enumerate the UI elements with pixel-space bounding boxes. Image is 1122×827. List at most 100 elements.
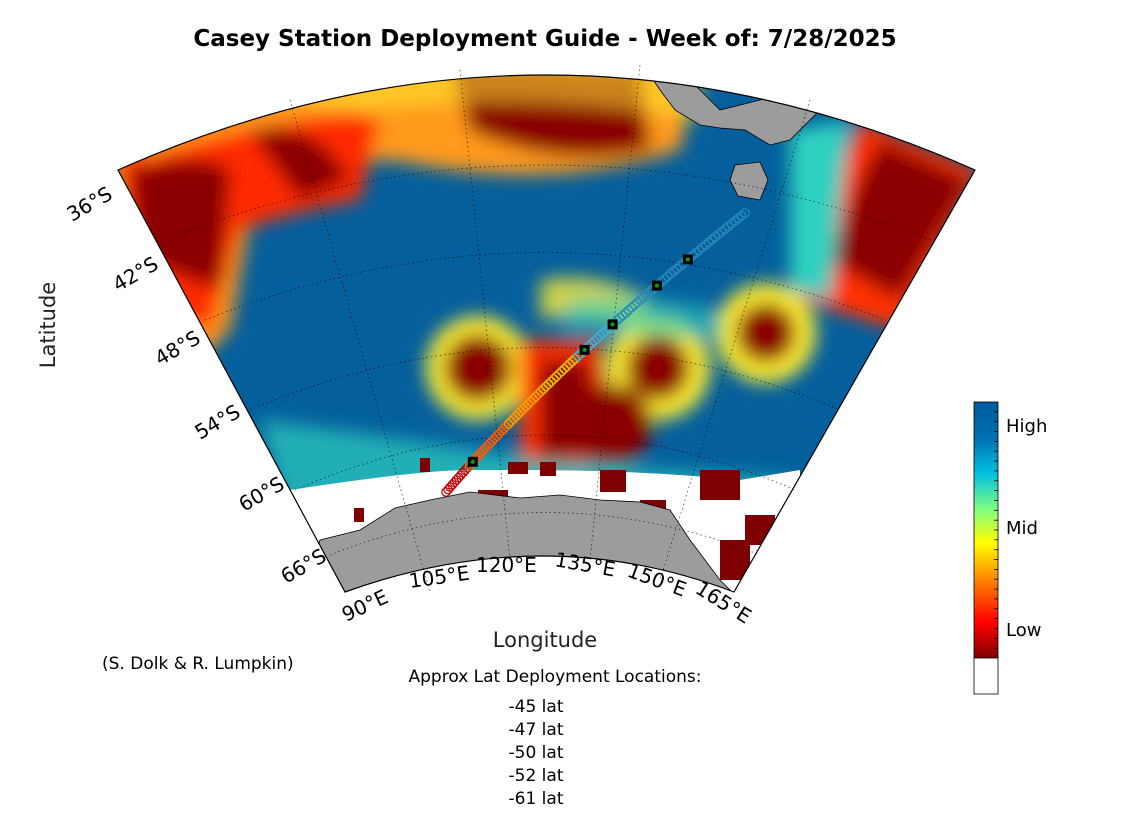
track-point: [513, 409, 524, 419]
track-point: [546, 376, 556, 387]
deployment-marker-center: [470, 459, 475, 464]
ship-track: [441, 208, 750, 497]
track-point: [535, 386, 546, 397]
track-point: [501, 421, 511, 432]
track-point: [564, 358, 575, 369]
deployment-marker-center: [685, 257, 690, 262]
deployment-title: Approx Lat Deployment Locations:: [408, 667, 702, 687]
track-point: [720, 224, 730, 234]
track-point: [691, 248, 701, 258]
track-point: [703, 237, 714, 248]
track-point: [597, 328, 608, 339]
track-point: [697, 242, 708, 253]
track-point: [511, 411, 521, 422]
track-point: [662, 271, 673, 282]
track-point: [629, 300, 640, 310]
track-point: [617, 310, 628, 321]
track-point: [586, 338, 597, 349]
colorbar-label-high: High: [1006, 416, 1048, 437]
track-point: [494, 428, 504, 439]
credit-text: (S. Dolk & R. Lumpkin): [102, 654, 294, 674]
tasmania-landmass: [729, 161, 769, 201]
track-point: [567, 356, 578, 367]
track-point: [716, 226, 727, 237]
lat-tick-48: 48°S: [151, 325, 205, 370]
track-point: [506, 416, 516, 427]
track-point: [668, 266, 679, 276]
track-point: [694, 245, 704, 255]
track-point: [530, 391, 541, 402]
track-point: [635, 295, 646, 305]
track-point: [707, 234, 717, 245]
track-point: [623, 305, 634, 315]
track-point: [740, 208, 750, 218]
track-point: [528, 394, 538, 404]
track-point: [508, 414, 519, 424]
track-point: [559, 364, 570, 374]
track-point: [541, 381, 551, 392]
lat-tick-36: 36°S: [63, 181, 117, 226]
chart-title: Casey Station Deployment Guide - Week of…: [193, 26, 897, 52]
track-point: [570, 353, 580, 364]
track-point: [520, 401, 531, 412]
deployment-location-item: -50 lat: [508, 743, 564, 763]
track-point: [554, 369, 564, 379]
deployment-marker-center: [610, 322, 615, 327]
track-point: [503, 418, 514, 429]
track-point: [733, 213, 744, 224]
map-frame: [117, 74, 976, 593]
colorbar-nodata: [973, 657, 999, 695]
graticule: [164, 64, 931, 593]
australia-landmass: [649, 75, 821, 146]
track-point: [730, 216, 740, 226]
track-point: [713, 229, 724, 240]
deployment-marker-center: [582, 347, 587, 352]
lon-tick-120: 120°E: [476, 553, 537, 577]
track-point: [710, 232, 720, 242]
track-point: [675, 261, 685, 271]
deployment-location-item: -52 lat: [508, 766, 564, 786]
track-point: [626, 302, 637, 313]
track-point: [533, 389, 544, 399]
track-point: [562, 361, 572, 372]
ocean-field: [118, 75, 975, 592]
track-point: [543, 379, 554, 389]
y-axis-label: Latitude: [36, 281, 60, 369]
track-point: [518, 404, 529, 414]
track-point: [538, 384, 549, 394]
track-point: [523, 399, 533, 409]
lat-tick-42: 42°S: [109, 251, 163, 296]
track-point: [592, 333, 602, 344]
colorbar-label-mid: Mid: [1006, 518, 1038, 539]
deployment-marker-center: [654, 283, 659, 288]
track-point: [700, 240, 711, 250]
track-point: [551, 371, 562, 382]
colorbar-label-low: Low: [1006, 620, 1042, 641]
track-point: [614, 313, 625, 323]
track-point: [723, 221, 734, 232]
track-point: [659, 274, 670, 284]
track-point: [515, 406, 526, 417]
track-point: [548, 374, 559, 384]
lat-tick-60: 60°S: [235, 471, 289, 516]
track-point: [572, 351, 583, 362]
track-point: [525, 396, 536, 407]
colorbar: [973, 401, 999, 695]
track-point: [644, 287, 655, 297]
track-point: [641, 289, 652, 300]
deployment-location-item: -45 lat: [508, 697, 564, 717]
track-point: [589, 336, 600, 346]
track-point: [556, 366, 567, 377]
track-point: [672, 263, 682, 274]
track-point: [665, 268, 676, 279]
deployment-location-item: -61 lat: [508, 789, 564, 809]
track-point: [600, 325, 611, 336]
track-point: [632, 297, 643, 308]
deployment-location-list: -45 lat -47 lat -50 lat -52 lat -61 lat: [509, 696, 564, 811]
track-point: [620, 307, 631, 318]
deployment-location-item: -47 lat: [508, 720, 564, 740]
lat-tick-54: 54°S: [191, 399, 245, 444]
track-point: [595, 331, 605, 341]
track-point: [638, 292, 649, 303]
